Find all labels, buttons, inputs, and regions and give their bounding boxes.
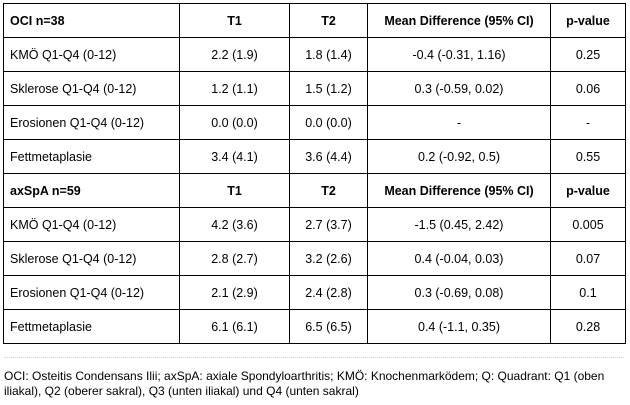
cell-mean-difference: - xyxy=(367,105,551,140)
column-header-p-value: p-value xyxy=(550,173,626,208)
cell-t1: 2.8 (2.7) xyxy=(179,241,290,276)
table-row: KMÖ Q1-Q4 (0-12) 4.2 (3.6) 2.7 (3.7) -1.… xyxy=(3,207,626,242)
column-header-p-value: p-value xyxy=(550,3,626,38)
cell-mean-difference: 0.2 (-0.92, 0.5) xyxy=(367,139,551,174)
cell-p-value: 0.005 xyxy=(550,207,626,242)
cell-t2: 1.8 (1.4) xyxy=(289,37,368,72)
group-title: OCI n=38 xyxy=(3,3,180,38)
cell-t2: 1.5 (1.2) xyxy=(289,71,368,106)
column-header-t1: T1 xyxy=(179,3,290,38)
cell-mean-difference: -1.5 (0.45, 2.42) xyxy=(367,207,551,242)
cell-p-value: 0.55 xyxy=(550,139,626,174)
cell-mean-difference: 0.4 (-1.1, 0.35) xyxy=(367,309,551,344)
table-row: Fettmetaplasie 6.1 (6.1) 6.5 (6.5) 0.4 (… xyxy=(3,309,626,344)
cell-t1: 4.2 (3.6) xyxy=(179,207,290,242)
column-header-mean-difference: Mean Difference (95% CI) xyxy=(367,173,551,208)
cell-mean-difference: 0.3 (-0.59, 0.02) xyxy=(367,71,551,106)
cell-t2: 3.2 (2.6) xyxy=(289,241,368,276)
table-row: KMÖ Q1-Q4 (0-12) 2.2 (1.9) 1.8 (1.4) -0.… xyxy=(3,37,626,72)
cell-p-value: 0.28 xyxy=(550,309,626,344)
table-row: Sklerose Q1-Q4 (0-12) 2.8 (2.7) 3.2 (2.6… xyxy=(3,241,626,276)
group-header-axspa: axSpA n=59 T1 T2 Mean Difference (95% CI… xyxy=(3,173,626,208)
cell-mean-difference: -0.4 (-0.31, 1.16) xyxy=(367,37,551,72)
cell-p-value: 0.06 xyxy=(550,71,626,106)
cell-t2: 3.6 (4.4) xyxy=(289,139,368,174)
table-footnote: OCI: Osteitis Condensans Ilii; axSpA: ax… xyxy=(4,369,605,398)
column-header-t2: T2 xyxy=(289,173,368,208)
cell-t2: 2.7 (3.7) xyxy=(289,207,368,242)
table-row: Erosionen Q1-Q4 (0-12) 2.1 (2.9) 2.4 (2.… xyxy=(3,275,626,310)
table-row: Fettmetaplasie 3.4 (4.1) 3.6 (4.4) 0.2 (… xyxy=(3,139,626,174)
cell-t1: 0.0 (0.0) xyxy=(179,105,290,140)
column-header-mean-difference: Mean Difference (95% CI) xyxy=(367,3,551,38)
row-label: KMÖ Q1-Q4 (0-12) xyxy=(3,207,180,242)
cell-t2: 6.5 (6.5) xyxy=(289,309,368,344)
cell-p-value: 0.25 xyxy=(550,37,626,72)
column-header-t1: T1 xyxy=(179,173,290,208)
group-title: axSpA n=59 xyxy=(3,173,180,208)
cell-p-value: - xyxy=(550,105,626,140)
cell-t1: 2.2 (1.9) xyxy=(179,37,290,72)
cell-t1: 2.1 (2.9) xyxy=(179,275,290,310)
cell-t2: 0.0 (0.0) xyxy=(289,105,368,140)
cell-t1: 3.4 (4.1) xyxy=(179,139,290,174)
row-label: Sklerose Q1-Q4 (0-12) xyxy=(3,241,180,276)
cell-p-value: 0.07 xyxy=(550,241,626,276)
row-label: Fettmetaplasie xyxy=(3,309,180,344)
row-label: Fettmetaplasie xyxy=(3,139,180,174)
cell-mean-difference: 0.4 (-0.04, 0.03) xyxy=(367,241,551,276)
cell-t1: 1.2 (1.1) xyxy=(179,71,290,106)
cell-p-value: 0.1 xyxy=(550,275,626,310)
row-label: Sklerose Q1-Q4 (0-12) xyxy=(3,71,180,106)
cell-t1: 6.1 (6.1) xyxy=(179,309,290,344)
cell-t2: 2.4 (2.8) xyxy=(289,275,368,310)
table-row: Erosionen Q1-Q4 (0-12) 0.0 (0.0) 0.0 (0.… xyxy=(3,105,626,140)
cell-mean-difference: 0.3 (-0.69, 0.08) xyxy=(367,275,551,310)
results-table: OCI n=38 T1 T2 Mean Difference (95% CI) … xyxy=(3,3,626,344)
row-label: Erosionen Q1-Q4 (0-12) xyxy=(3,105,180,140)
group-header-oci: OCI n=38 T1 T2 Mean Difference (95% CI) … xyxy=(3,3,626,38)
divider xyxy=(4,357,624,358)
table-row: Sklerose Q1-Q4 (0-12) 1.2 (1.1) 1.5 (1.2… xyxy=(3,71,626,106)
column-header-t2: T2 xyxy=(289,3,368,38)
row-label: Erosionen Q1-Q4 (0-12) xyxy=(3,275,180,310)
row-label: KMÖ Q1-Q4 (0-12) xyxy=(3,37,180,72)
